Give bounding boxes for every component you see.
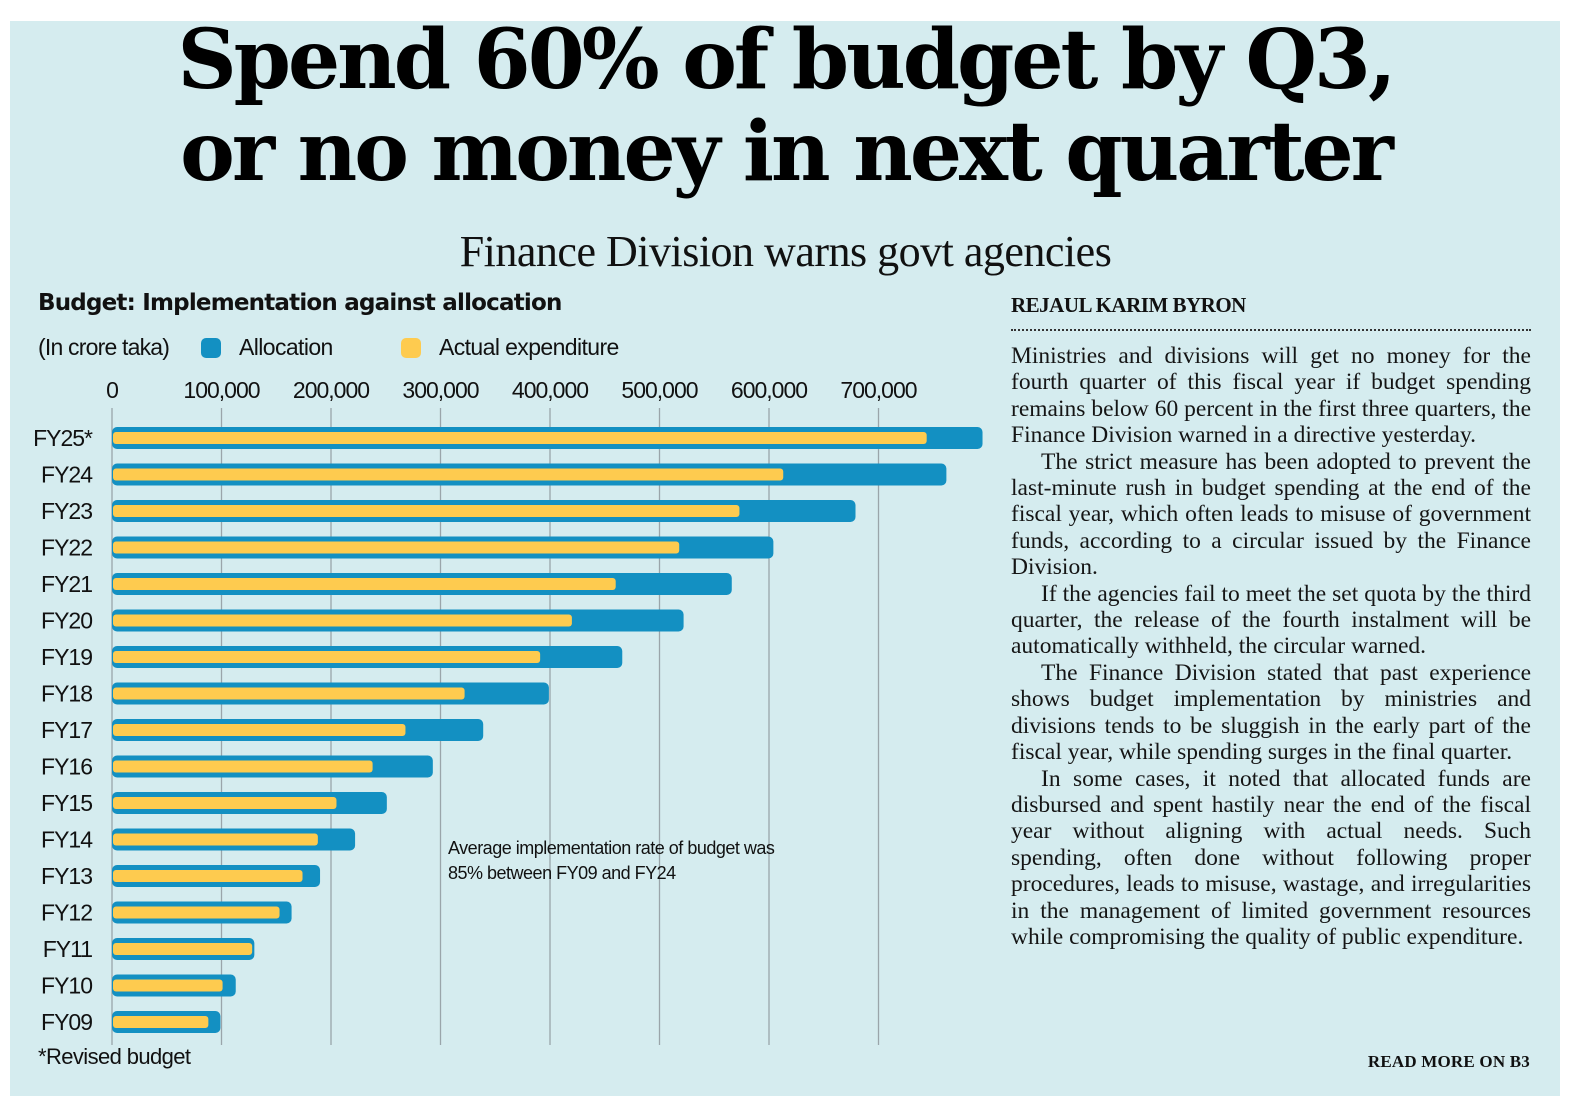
x-tick-label: 500,000 <box>621 377 697 403</box>
annotation-line-1: Average implementation rate of budget wa… <box>448 838 775 858</box>
expenditure-bar <box>113 1016 209 1028</box>
expenditure-bar <box>113 906 280 919</box>
category-label: FY10 <box>41 973 92 999</box>
expenditure-bar <box>113 468 784 481</box>
category-label: FY14 <box>41 827 93 853</box>
byline-divider <box>1011 329 1531 331</box>
x-tick-label: 400,000 <box>512 377 588 403</box>
chart-title: Budget: Implementation against allocatio… <box>38 290 562 316</box>
category-label: FY13 <box>41 863 92 889</box>
article-paragraph: If the agencies fail to meet the set quo… <box>1011 580 1531 660</box>
category-label: FY15 <box>41 790 92 816</box>
headline-line-1: Spend 60% of budget by Q3, <box>177 12 1396 108</box>
expenditure-bar <box>113 724 406 736</box>
annotation-line-2: 85% between FY09 and FY24 <box>448 863 676 883</box>
article-paragraph: The Finance Division stated that past ex… <box>1011 659 1531 766</box>
category-label: FY22 <box>41 535 92 561</box>
x-tick-label: 600,000 <box>731 377 807 403</box>
expenditure-bar <box>113 505 740 517</box>
legend-item-expenditure: Actual expenditure <box>401 334 619 361</box>
category-label: FY11 <box>43 936 92 962</box>
legend-swatch-expenditure <box>401 337 421 358</box>
x-tick-label: 100,000 <box>183 377 259 403</box>
x-tick-label: 0 <box>106 377 118 403</box>
category-label: FY21 <box>41 571 92 597</box>
read-more-link[interactable]: READ MORE ON B3 <box>1367 1052 1530 1071</box>
legend-item-allocation: Allocation <box>201 334 333 361</box>
legend-label-allocation: Allocation <box>239 334 333 360</box>
legend-label-expenditure: Actual expenditure <box>439 334 619 360</box>
expenditure-bar <box>113 943 253 955</box>
expenditure-bar <box>113 614 572 627</box>
category-label: FY12 <box>41 900 92 926</box>
headline-line-2: or no money in next quarter <box>180 104 1394 200</box>
expenditure-bar <box>113 760 373 773</box>
headline: Spend 60% of budget by Q3, or no money i… <box>0 14 1571 198</box>
category-label: FY18 <box>41 681 92 707</box>
x-tick-label: 300,000 <box>402 377 478 403</box>
article-paragraph: In some cases, it noted that allocated f… <box>1011 765 1531 950</box>
expenditure-bar <box>113 541 680 554</box>
category-label: FY17 <box>41 717 92 743</box>
chart-footnote: *Revised budget <box>38 1044 191 1069</box>
expenditure-bar <box>113 687 465 700</box>
expenditure-bar <box>113 651 541 663</box>
chart-unit-label: (In crore taka) <box>38 334 170 360</box>
subheadline: Finance Division warns govt agencies <box>459 227 1112 276</box>
article-paragraph: The strict measure has been adopted to p… <box>1011 448 1531 581</box>
expenditure-bar <box>113 578 616 590</box>
x-tick-label: 700,000 <box>840 377 916 403</box>
category-label: FY20 <box>41 608 92 634</box>
category-label: FY19 <box>41 644 92 670</box>
expenditure-bar <box>113 797 337 809</box>
legend-swatch-allocation <box>201 337 221 358</box>
category-label: FY23 <box>41 498 92 524</box>
article-paragraph: Ministries and divisions will get no mon… <box>1011 343 1531 449</box>
expenditure-bar <box>113 979 223 992</box>
byline: REJAUL KARIM BYRON <box>1011 293 1246 317</box>
expenditure-bar <box>113 870 303 882</box>
category-label: FY16 <box>41 754 92 780</box>
article-body: Ministries and divisions will get no mon… <box>1011 343 1531 950</box>
category-label: FY09 <box>41 1009 92 1035</box>
expenditure-bar <box>113 432 927 444</box>
expenditure-bar <box>113 833 318 846</box>
bar-chart: 0 100,000 200,000 300,000 400,000 500,000 600,… <box>33 377 983 1045</box>
category-label: FY24 <box>41 462 93 488</box>
category-label: FY25* <box>33 425 93 451</box>
x-tick-label: 200,000 <box>293 377 369 403</box>
